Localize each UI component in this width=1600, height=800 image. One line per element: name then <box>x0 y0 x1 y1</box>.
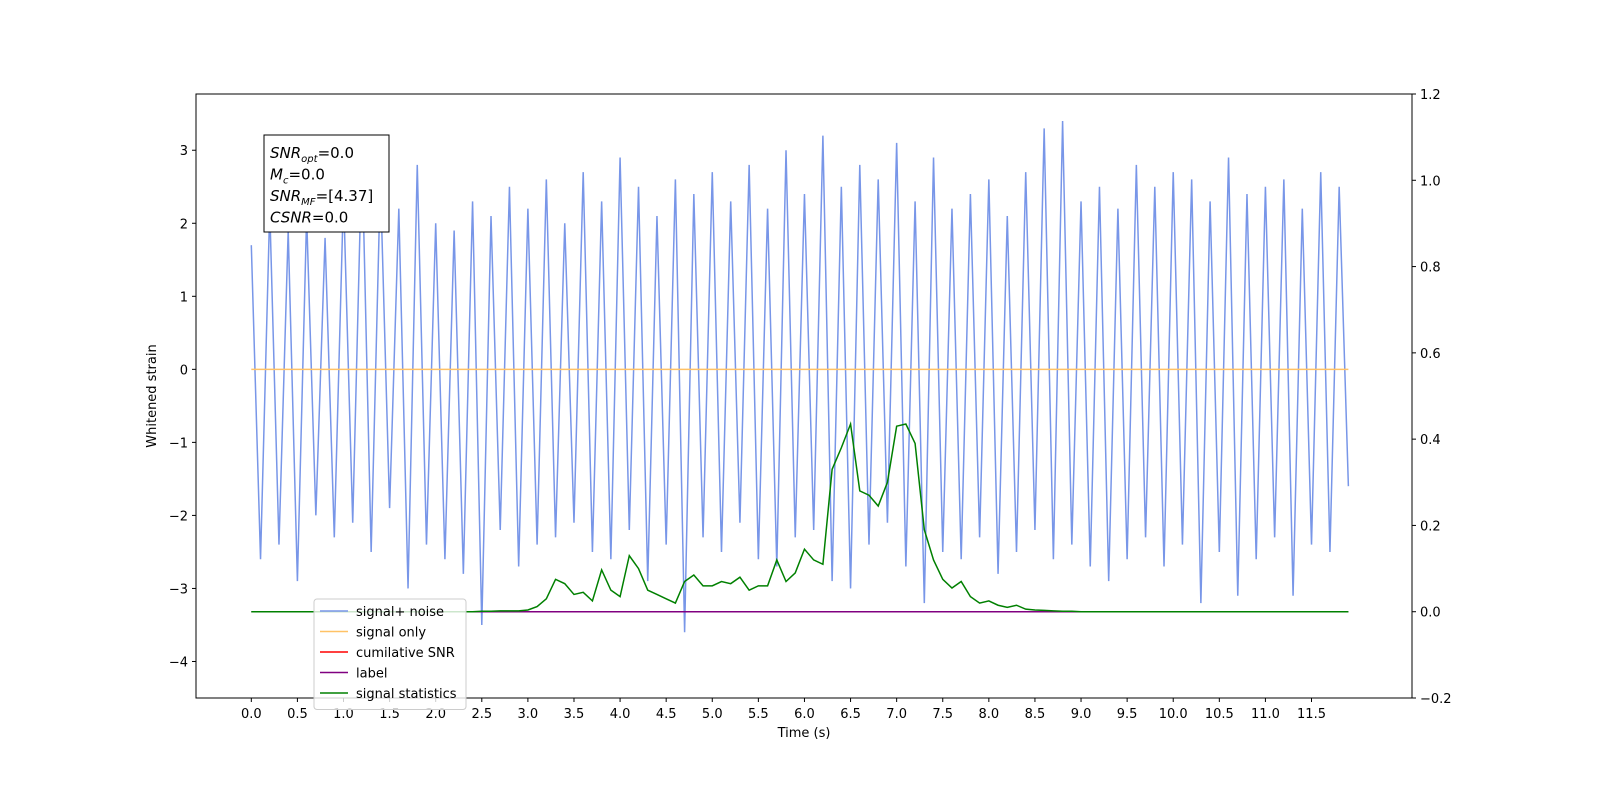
x-tick-label: 5.0 <box>702 707 723 722</box>
annotation-line: SNRMF=[4.37] <box>270 187 373 208</box>
x-tick-label: 2.0 <box>425 707 446 722</box>
y2-tick-label: 0.6 <box>1420 347 1441 362</box>
x-axis-label: Time (s) <box>777 726 831 741</box>
legend-box <box>313 598 467 710</box>
x-tick-label: 9.5 <box>1117 707 1138 722</box>
x-tick-label: 1.5 <box>379 707 400 722</box>
x-tick-label: 5.5 <box>748 707 769 722</box>
y-tick-label: −4 <box>169 655 188 670</box>
y2-tick-label: 0.2 <box>1420 519 1441 534</box>
annotation-value: =[4.37] <box>316 187 374 205</box>
annotation-value: =0.0 <box>318 144 354 162</box>
y-tick-label: 1 <box>180 290 188 305</box>
x-tick-label: 7.5 <box>932 707 953 722</box>
annotation-value: =0.0 <box>288 166 324 184</box>
y2-tick-label: 0.0 <box>1420 606 1441 621</box>
x-tick-label: 4.5 <box>656 707 677 722</box>
x-tick-label: 4.0 <box>610 707 631 722</box>
legend-label: label <box>356 667 387 682</box>
y2-tick-label: 0.8 <box>1420 261 1441 276</box>
y2-tick-label: −0.2 <box>1420 692 1452 707</box>
annotation-line: SNRopt=0.0 <box>270 144 354 165</box>
x-tick-label: 8.0 <box>978 707 999 722</box>
annotation-line: CSNR=0.0 <box>270 209 348 227</box>
annotation-box <box>263 134 390 233</box>
legend-label: signal only <box>356 626 426 641</box>
annotation-line: Mc=0.0 <box>270 166 325 187</box>
legend-label: signal+ noise <box>356 605 444 620</box>
legend-label: cumilative SNR <box>356 646 455 661</box>
y-tick-label: 0 <box>180 363 188 378</box>
x-tick-label: 6.5 <box>840 707 861 722</box>
annotation-symbol: SNR <box>270 187 301 205</box>
x-tick-label: 1.0 <box>333 707 354 722</box>
y-tick-label: 3 <box>180 144 188 159</box>
x-tick-label: 7.0 <box>886 707 907 722</box>
x-tick-label: 11.5 <box>1297 707 1326 722</box>
x-tick-label: 11.0 <box>1251 707 1280 722</box>
annotation-value: =0.0 <box>312 209 348 227</box>
x-tick-label: 0.5 <box>287 707 308 722</box>
annotation-symbol: SNR <box>270 144 301 162</box>
y2-tick-label: 0.4 <box>1420 433 1441 448</box>
y2-tick-label: 1.2 <box>1420 88 1441 103</box>
legend-label: signal statistics <box>356 687 457 702</box>
y-tick-label: −2 <box>169 509 188 524</box>
annotation-subscript: MF <box>301 197 316 208</box>
x-tick-label: 6.0 <box>794 707 815 722</box>
y-tick-label: 2 <box>180 217 188 232</box>
annotation-subscript: c <box>283 176 289 187</box>
x-tick-label: 8.5 <box>1025 707 1046 722</box>
y-axis-label: Whitened strain <box>145 344 160 447</box>
x-tick-label: 0.0 <box>241 707 262 722</box>
y2-tick-label: 1.0 <box>1420 174 1441 189</box>
y-tick-label: −3 <box>169 582 188 597</box>
series-line <box>250 121 1350 633</box>
annotation-symbol: M <box>270 166 283 184</box>
x-tick-label: 3.0 <box>518 707 539 722</box>
annotation-symbol: CSNR <box>270 209 312 227</box>
x-tick-label: 3.5 <box>564 707 585 722</box>
annotation-subscript: opt <box>301 154 318 165</box>
y-tick-label: −1 <box>169 436 188 451</box>
x-tick-label: 10.0 <box>1159 707 1188 722</box>
x-tick-label: 2.5 <box>471 707 492 722</box>
x-tick-label: 9.0 <box>1071 707 1092 722</box>
x-tick-label: 10.5 <box>1205 707 1234 722</box>
